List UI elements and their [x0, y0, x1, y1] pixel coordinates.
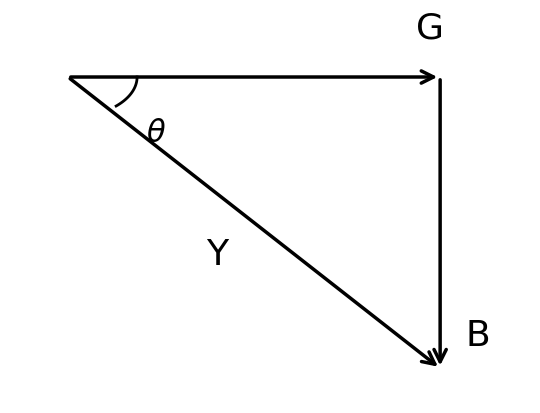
Text: Y: Y	[206, 238, 228, 272]
Text: $\theta$: $\theta$	[146, 119, 166, 148]
Text: B: B	[465, 319, 490, 353]
Text: G: G	[415, 12, 443, 45]
